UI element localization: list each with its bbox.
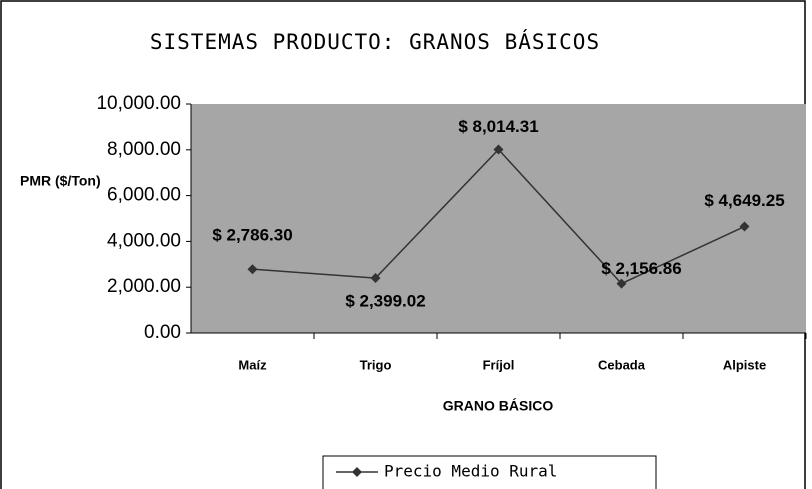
data-label: $ 2,786.30 [212,226,292,245]
y-tick-label: 4,000.00 [107,230,181,251]
y-axis-label: PMR ($/Ton) [20,173,101,189]
y-tick-label: 0.00 [144,322,181,343]
x-axis-label: GRANO BÁSICO [443,398,554,414]
point-marker [247,264,258,275]
x-tick-label: Cebada [598,357,646,372]
data-label: $ 4,649.25 [704,191,784,210]
data-label: $ 2,156.86 [601,259,681,278]
chart-title: SISTEMAS PRODUCTO: GRANOS BÁSICOS [150,29,600,54]
x-tick-label: Trigo [360,357,392,372]
plot-area [191,104,806,333]
data-label: $ 8,014.31 [458,117,538,136]
data-label: $ 2,399.02 [345,292,425,311]
point-marker [616,278,627,289]
y-tick-label: 2,000.00 [107,276,181,297]
y-tick-label: 10,000.00 [96,93,181,114]
x-tick-label: Fríjol [483,357,515,372]
legend-box [322,455,657,489]
point-marker [493,144,504,155]
y-tick-label: 6,000.00 [107,185,181,206]
x-tick-label: Maíz [238,357,267,372]
point-marker [370,273,381,284]
legend-marker [352,467,362,477]
legend-label: Precio Medio Rural [384,462,557,481]
y-tick-label: 8,000.00 [107,139,181,160]
point-marker [739,221,750,232]
x-tick-label: Alpiste [723,357,766,372]
